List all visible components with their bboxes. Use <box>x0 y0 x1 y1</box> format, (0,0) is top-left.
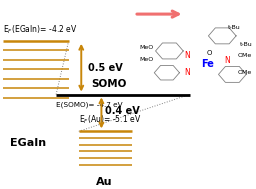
Text: OMe: OMe <box>237 70 252 75</box>
Text: 0.5 eV: 0.5 eV <box>88 63 122 73</box>
Text: t-Bu: t-Bu <box>240 42 253 47</box>
Text: E(SOMO)= -4.7 eV: E(SOMO)= -4.7 eV <box>56 101 123 108</box>
Text: E$_F$(EGaIn)= -4.2 eV: E$_F$(EGaIn)= -4.2 eV <box>3 23 78 36</box>
Text: N: N <box>184 51 190 60</box>
Text: E$_F$(Au)= -5.1 eV: E$_F$(Au)= -5.1 eV <box>79 114 141 126</box>
Text: Au: Au <box>96 177 112 187</box>
Text: O: O <box>207 50 212 56</box>
Text: SOMO: SOMO <box>91 80 127 89</box>
Text: Fe: Fe <box>201 59 214 69</box>
Text: 0.4 eV: 0.4 eV <box>105 106 140 116</box>
Text: MeO: MeO <box>139 57 153 62</box>
Text: OMe: OMe <box>237 53 252 58</box>
Text: N: N <box>184 68 190 77</box>
Text: EGaIn: EGaIn <box>10 138 46 148</box>
Text: t-Bu: t-Bu <box>227 25 240 30</box>
Text: MeO: MeO <box>139 45 153 50</box>
Text: N: N <box>225 57 230 66</box>
